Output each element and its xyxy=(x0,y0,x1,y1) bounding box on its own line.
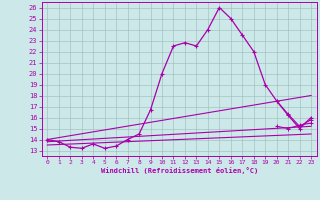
X-axis label: Windchill (Refroidissement éolien,°C): Windchill (Refroidissement éolien,°C) xyxy=(100,167,258,174)
